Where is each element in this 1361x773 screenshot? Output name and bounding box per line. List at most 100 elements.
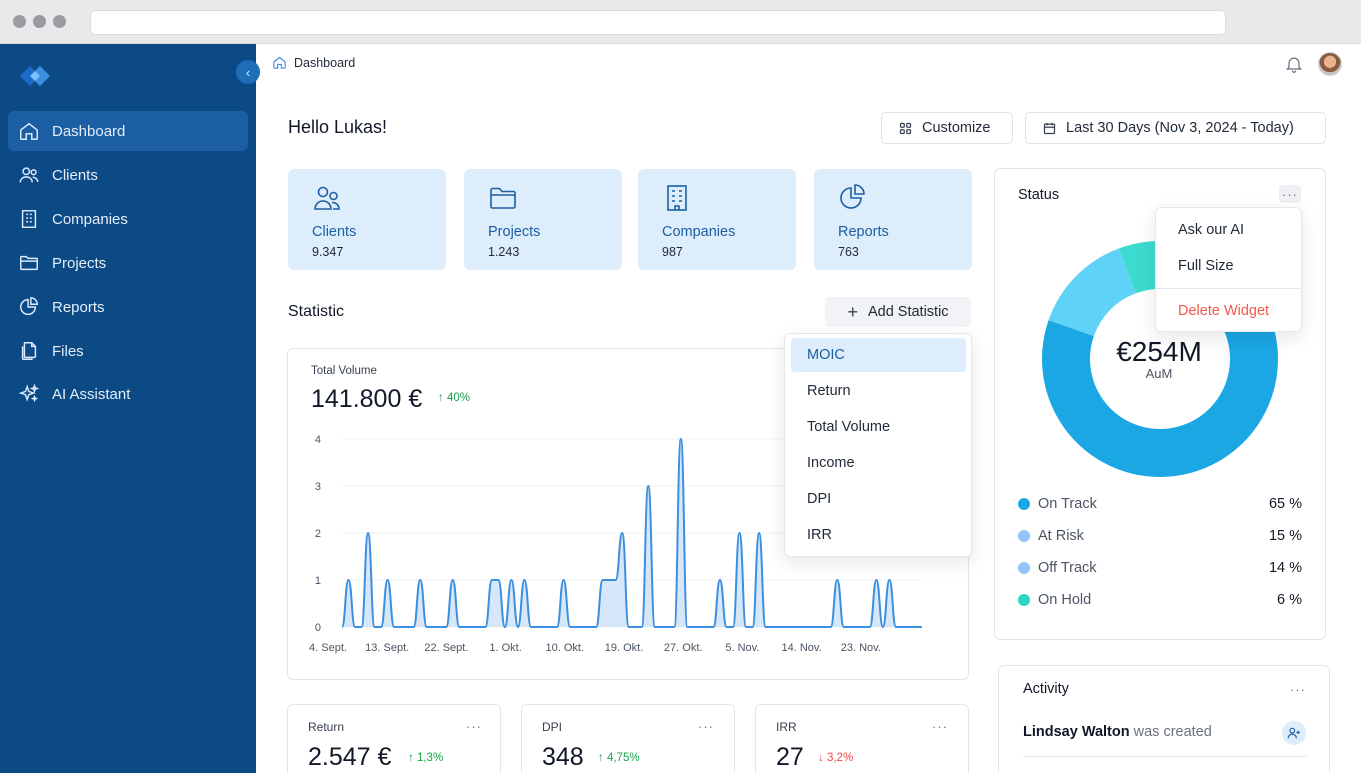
metric-delta: ↑ 4,75% — [598, 752, 640, 764]
legend-on-hold: On Hold 6 % — [1018, 590, 1302, 610]
activity-title: Activity — [1023, 681, 1069, 697]
sidebar-item-dashboard[interactable]: Dashboard — [8, 111, 248, 151]
plus-icon: + — [847, 301, 858, 322]
menu-item-total-volume[interactable]: Total Volume — [807, 419, 891, 435]
legend-on-track: On Track 65 % — [1018, 494, 1302, 514]
sparkles-icon — [18, 383, 40, 403]
menu-divider — [1156, 288, 1301, 289]
series-line — [341, 437, 922, 629]
metric-more-button[interactable]: ··· — [698, 718, 714, 734]
breadcrumb-current[interactable]: Dashboard — [294, 55, 356, 70]
pie-chart-icon — [20, 297, 38, 316]
sidebar-item-label: Companies — [52, 210, 128, 228]
metric-value: 27 — [776, 743, 804, 771]
browser-chrome — [0, 0, 1361, 44]
y-tick-label: 4 — [315, 434, 321, 446]
reports-card[interactable]: Reports 763 — [814, 169, 972, 270]
metric-more-button[interactable]: ··· — [466, 718, 482, 734]
grid-icon — [899, 122, 912, 134]
divider — [1023, 756, 1307, 757]
page-title: Hello Lukas! — [288, 117, 388, 137]
x-tick-label: 22. Sept. — [424, 642, 468, 654]
clients-card[interactable]: Clients 9.347 — [288, 169, 446, 270]
menu-item-irr[interactable]: IRR — [807, 527, 832, 543]
window-close-dot[interactable] — [13, 15, 26, 28]
menu-item-return[interactable]: Return — [807, 383, 851, 399]
menu-item-ask-ai[interactable]: Ask our AI — [1178, 222, 1245, 238]
donut-center: €254M AuM — [1100, 336, 1218, 381]
card-label: Companies — [662, 224, 736, 240]
card-label: Projects — [488, 224, 541, 240]
home-icon[interactable] — [272, 55, 287, 70]
customize-button[interactable]: Customize — [881, 112, 1013, 144]
sidebar-item-ai-assistant[interactable]: AI Assistant — [8, 374, 248, 414]
irr-metric-card: IRR ··· 27 ↓ 3,2% — [755, 704, 969, 773]
avatar[interactable] — [1318, 52, 1342, 76]
legend-dot — [1018, 530, 1030, 542]
total-volume-chart: 0 1 2 3 4 4. Sept. 13. Sept. 22. Sept. 1. Okt. 10… — [309, 434, 922, 654]
x-tick-label: 1. Okt. — [489, 642, 521, 654]
date-range-button[interactable]: Last 30 Days (Nov 3, 2024 - Today) — [1025, 112, 1326, 144]
user-plus-icon[interactable] — [1282, 721, 1306, 745]
app-logo — [20, 66, 50, 86]
y-tick-label: 0 — [315, 622, 321, 634]
activity-entry[interactable]: Lindsay Walton was created — [1023, 724, 1212, 740]
menu-item-dpi[interactable]: DPI — [807, 491, 832, 507]
folder-icon — [20, 255, 38, 271]
arrow-up-icon: ↑ — [598, 752, 604, 764]
date-range-label: Last 30 Days (Nov 3, 2024 - Today) — [1066, 120, 1294, 136]
folder-icon — [490, 187, 516, 209]
window-maximize-dot[interactable] — [53, 15, 66, 28]
bell-icon[interactable] — [1284, 54, 1304, 74]
metric-value: 2.547 € — [308, 743, 392, 771]
add-statistic-button[interactable]: + Add Statistic — [825, 297, 971, 327]
status-widget-menu: Ask our AI Full Size Delete Widget — [1155, 207, 1302, 332]
sidebar-collapse-button[interactable]: ‹ — [236, 60, 260, 84]
metric-delta: ↑ 1,3% — [408, 752, 444, 764]
activity-more-button[interactable]: ··· — [1290, 681, 1306, 697]
sidebar-item-files[interactable]: Files — [8, 331, 248, 371]
companies-card[interactable]: Companies 987 — [638, 169, 796, 270]
sidebar-item-reports[interactable]: Reports — [8, 287, 248, 327]
x-tick-label: 10. Okt. — [546, 642, 585, 654]
statistic-heading: Statistic — [288, 303, 345, 320]
chart-title: Total Volume — [311, 365, 377, 377]
chart-delta: ↑ 40% — [438, 392, 470, 404]
x-tick-label: 13. Sept. — [365, 642, 409, 654]
address-bar[interactable] — [90, 10, 1226, 35]
menu-item-delete-widget[interactable]: Delete Widget — [1178, 303, 1270, 319]
x-tick-label: 5. Nov. — [725, 642, 759, 654]
metric-title: DPI — [542, 720, 563, 734]
files-icon — [21, 342, 37, 360]
legend-dot — [1018, 498, 1030, 510]
building-icon — [21, 210, 37, 228]
menu-item-moic[interactable]: MOIC — [791, 338, 966, 372]
card-value: 763 — [838, 245, 859, 259]
metric-value: 348 — [542, 743, 584, 771]
metric-more-button[interactable]: ··· — [932, 718, 948, 734]
sidebar-item-companies[interactable]: Companies — [8, 199, 248, 239]
card-label: Reports — [838, 224, 889, 240]
activity-widget: Activity ··· Lindsay Walton was created — [998, 665, 1330, 773]
card-value: 1.243 — [488, 245, 520, 259]
menu-item-full-size[interactable]: Full Size — [1178, 258, 1234, 274]
customize-label: Customize — [922, 120, 991, 136]
x-tick-label: 27. Okt. — [664, 642, 703, 654]
legend-dot — [1018, 594, 1030, 606]
projects-card[interactable]: Projects 1.243 — [464, 169, 622, 270]
window-minimize-dot[interactable] — [33, 15, 46, 28]
pie-chart-icon — [840, 184, 865, 209]
sidebar-item-label: Reports — [52, 298, 105, 316]
arrow-up-icon: ↑ — [408, 752, 414, 764]
sidebar-item-label: Projects — [52, 254, 107, 272]
card-value: 987 — [662, 245, 683, 259]
card-label: Clients — [312, 224, 357, 240]
sidebar-item-clients[interactable]: Clients — [8, 155, 248, 195]
x-tick-label: 4. Sept. — [309, 642, 347, 654]
home-icon — [20, 122, 38, 140]
users-icon — [19, 167, 39, 183]
sidebar-item-label: Dashboard — [52, 122, 126, 140]
sidebar-item-projects[interactable]: Projects — [8, 243, 248, 283]
menu-item-income[interactable]: Income — [807, 455, 855, 471]
status-more-button[interactable]: ··· — [1279, 185, 1301, 203]
